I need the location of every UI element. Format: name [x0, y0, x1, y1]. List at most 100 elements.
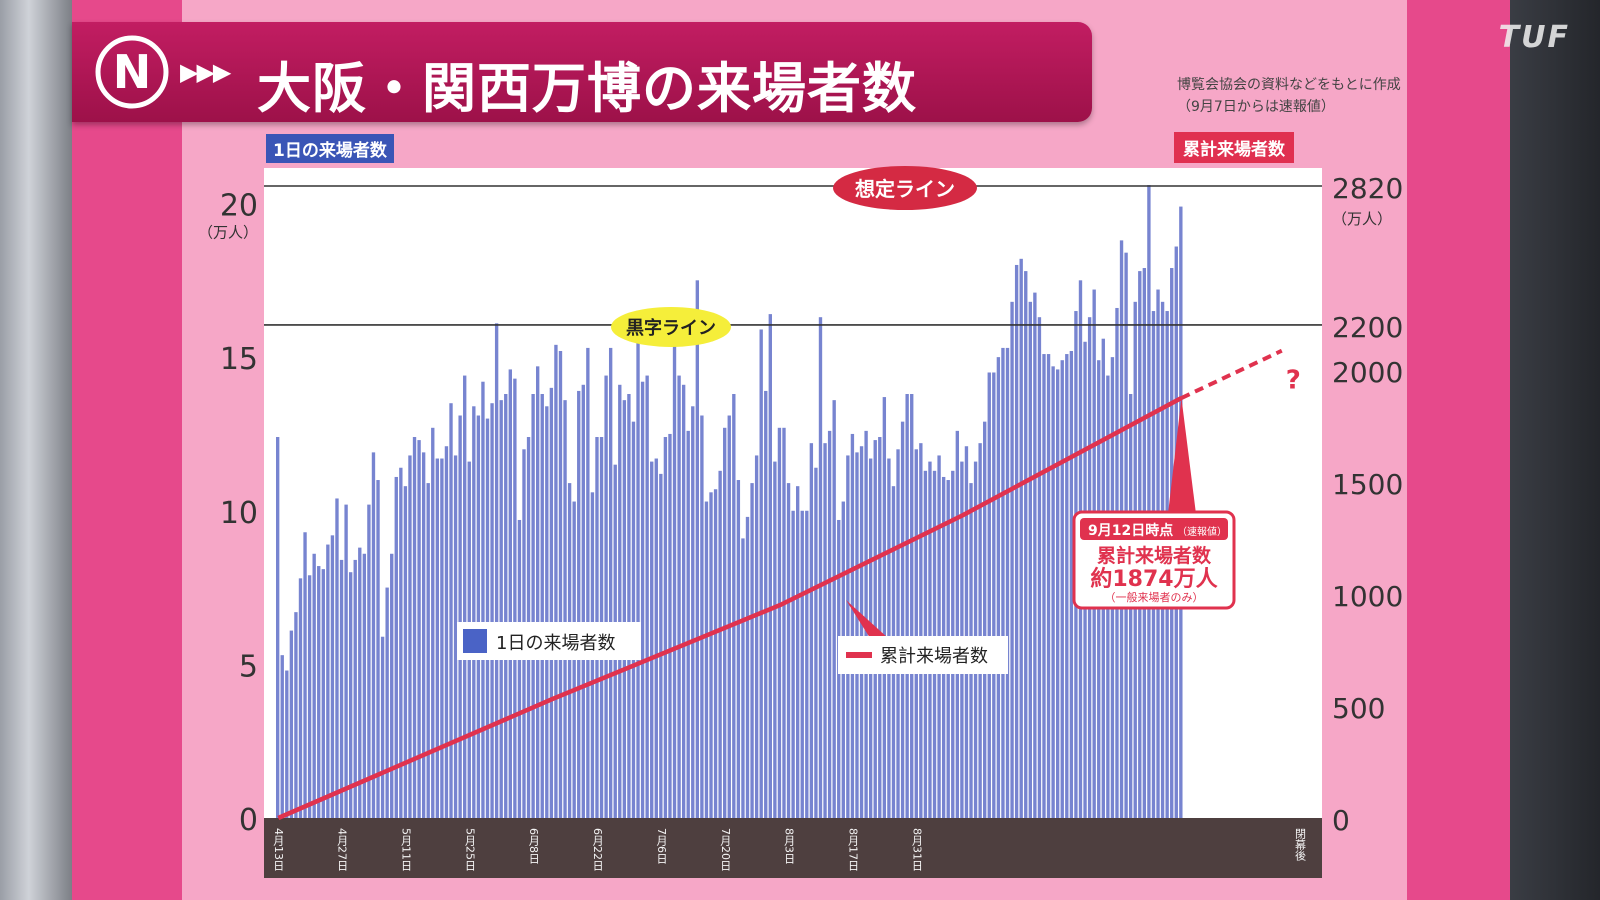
callout-note: （一般来場者のみ）: [1105, 591, 1204, 604]
bar: [741, 538, 745, 818]
bar: [540, 394, 544, 818]
bar: [1005, 347, 1010, 818]
bar: [276, 437, 280, 818]
bar: [1046, 354, 1051, 818]
bar: [545, 406, 549, 818]
studio-background-left: [0, 0, 72, 900]
bar: [330, 535, 335, 818]
bar: [663, 437, 668, 818]
bar: [531, 394, 535, 818]
right-tick-label: 1500: [1332, 468, 1403, 501]
bar: [608, 347, 613, 818]
bar: [317, 566, 321, 818]
bar: [558, 350, 563, 818]
bar: [463, 375, 467, 818]
bar: [750, 483, 754, 818]
bar: [764, 390, 768, 818]
bar: [640, 381, 645, 818]
bar: [449, 403, 453, 818]
bar: [490, 403, 494, 818]
x-tick-label: 8月3日: [783, 828, 796, 864]
bar: [796, 486, 800, 818]
bar: [321, 569, 325, 818]
bar: [672, 311, 677, 818]
x-tick-label: 8月17日: [847, 828, 860, 871]
bar: [805, 510, 809, 818]
left-axis-unit: （万人）: [198, 224, 258, 242]
bar: [358, 547, 362, 818]
x-tick-label: 5月11日: [400, 828, 413, 871]
bar: [645, 375, 649, 818]
bar: [659, 473, 663, 818]
bar: [536, 366, 540, 818]
left-tick-label: 15: [220, 342, 258, 377]
source-note: 博覧会協会の資料などをもとに作成 （9月7日からは速報値）: [1177, 74, 1401, 118]
x-tick-label: 6月22日: [591, 828, 604, 871]
bar: [905, 394, 909, 818]
bar: [709, 492, 713, 818]
bar: [549, 387, 554, 818]
bar: [499, 400, 503, 818]
bar: [1065, 354, 1069, 818]
bar: [1147, 185, 1151, 819]
bar: [504, 394, 508, 818]
bar: [408, 455, 412, 818]
bar: [494, 323, 499, 818]
bar: [1019, 258, 1023, 818]
bar: [303, 532, 307, 818]
bar: [978, 443, 982, 818]
callout-header-note: （速報値）: [1177, 525, 1227, 538]
right-tick-label: 2820: [1332, 172, 1403, 205]
right-tick-label: 2200: [1332, 311, 1403, 344]
legend-line-pointer: [846, 600, 888, 638]
bar: [745, 516, 750, 818]
bar: [1024, 271, 1028, 818]
bar: [348, 572, 353, 818]
bar: [581, 384, 585, 818]
left-tick-label: 10: [220, 496, 258, 531]
bar: [394, 476, 398, 818]
callout-label: 累計来場者数: [1097, 544, 1212, 567]
source-note-line-2: （9月7日からは速報値）: [1177, 99, 1335, 115]
question-mark: ?: [1286, 366, 1301, 396]
bar: [791, 510, 795, 818]
bar: [983, 421, 987, 818]
bar: [586, 347, 590, 818]
x-tick-label: 閉幕後: [1294, 828, 1307, 861]
bar: [1037, 317, 1042, 818]
right-tick-label: 2000: [1332, 356, 1403, 389]
bar: [339, 559, 344, 818]
bar: [850, 433, 855, 818]
bar: [754, 455, 759, 818]
x-tick-label: 7月6日: [655, 828, 668, 864]
bar: [285, 670, 289, 818]
bar: [1033, 292, 1037, 818]
callout-header-bg: [1080, 518, 1228, 540]
bar: [910, 394, 914, 818]
bar: [385, 587, 389, 818]
right-tick-label: 0: [1332, 804, 1350, 837]
bar: [736, 480, 741, 818]
studio-background-right: [1510, 0, 1600, 900]
bar: [809, 443, 814, 818]
bar: [412, 437, 417, 818]
callout-pointer: [1168, 398, 1196, 514]
legend-line-swatch: [846, 652, 872, 658]
source-note-line-1: 博覧会協会の資料などをもとに作成: [1177, 77, 1401, 93]
bar: [855, 452, 859, 818]
legend-line-label: 累計来場者数: [880, 646, 988, 667]
bar: [814, 467, 818, 818]
bar: [759, 329, 763, 818]
right-tick-label: 1000: [1332, 580, 1403, 613]
callout-header: 9月12日時点: [1088, 522, 1173, 539]
bar: [440, 458, 444, 818]
x-tick-label: 5月25日: [463, 828, 476, 871]
left-tick-label: 5: [239, 649, 258, 684]
bar: [513, 378, 517, 818]
bar: [636, 332, 640, 818]
bar: [882, 397, 887, 818]
cumulative-line: [277, 396, 1183, 821]
bar: [403, 486, 408, 818]
bar: [686, 430, 690, 818]
